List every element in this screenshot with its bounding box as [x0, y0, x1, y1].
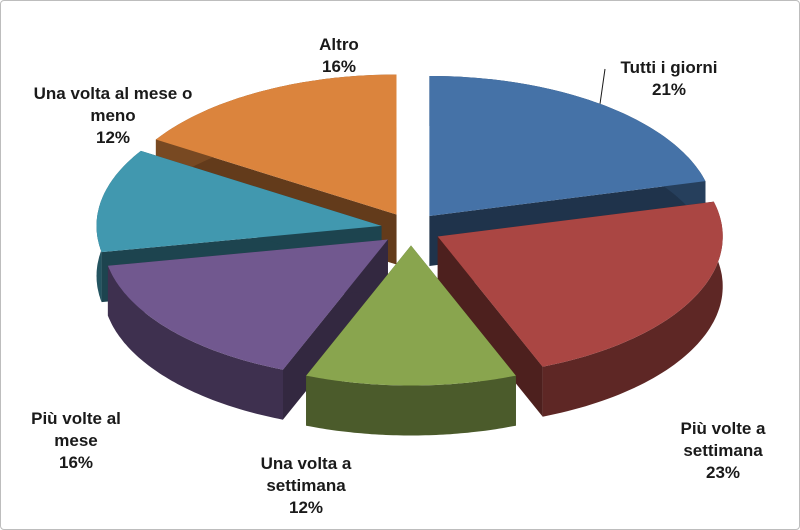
slice-top: [107, 239, 388, 370]
slice-top: [155, 74, 397, 215]
slice-label: Altro 16%: [289, 34, 389, 78]
value-label: 21%: [651, 80, 687, 99]
slice: [437, 201, 723, 417]
category-label: Altro: [319, 35, 359, 54]
category-label: Più volte a settimana: [680, 419, 766, 460]
slice-top: [429, 76, 706, 216]
slice-label: Più volte a settimana 23%: [663, 418, 783, 484]
slice-side: [542, 201, 723, 417]
value-label: 16%: [321, 57, 357, 76]
slice-label: Tutti i giorni 21%: [589, 57, 749, 101]
category-label: Una volta al mese o meno: [33, 84, 193, 125]
category-label: Tutti i giorni: [620, 58, 718, 77]
value-label: 23%: [705, 463, 741, 482]
slice-top: [96, 150, 382, 253]
slice-wall: [437, 236, 543, 417]
slice-label: Una volta al mese o meno 12%: [33, 83, 193, 149]
category-label: Più volte al mese: [31, 409, 121, 450]
slice-label: Una volta a settimana 12%: [241, 453, 371, 519]
value-label: 16%: [58, 453, 94, 472]
slice-top: [437, 201, 723, 367]
slice-top: [306, 245, 516, 386]
slice: [306, 245, 516, 436]
slice-side: [107, 265, 284, 420]
slice-side: [306, 375, 516, 436]
value-label: 12%: [95, 128, 131, 147]
category-label: Una volta a settimana: [260, 454, 352, 495]
slice-label: Più volte al mese 16%: [21, 408, 131, 474]
value-label: 12%: [288, 498, 324, 517]
